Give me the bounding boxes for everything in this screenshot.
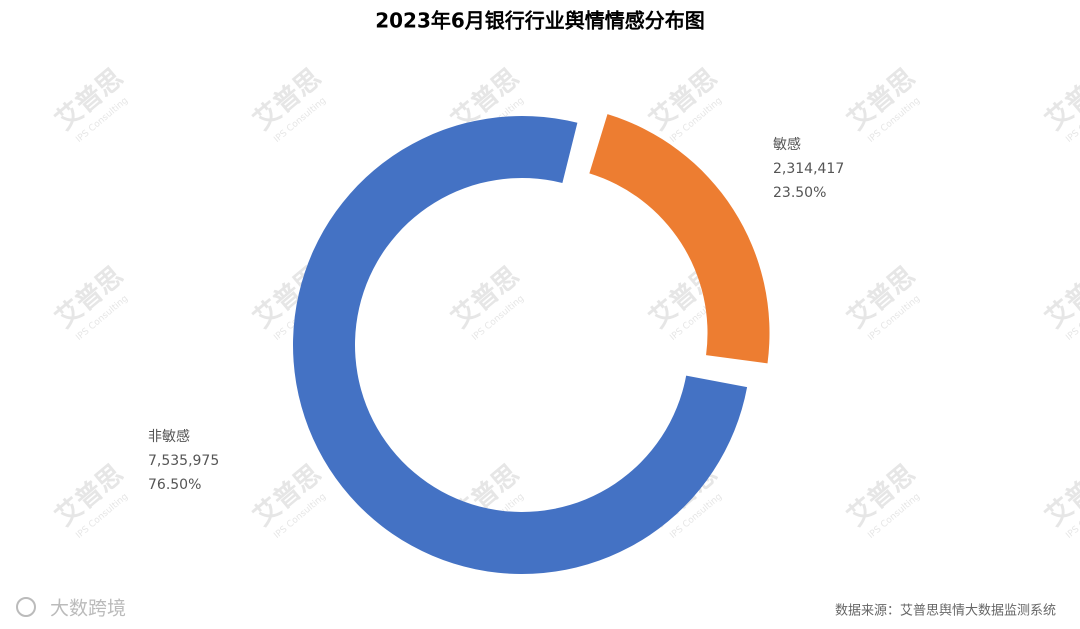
corner-mark: 大数跨境 [50, 598, 126, 620]
source-note: 数据来源：艾普思舆情大数据监测系统 [835, 604, 1056, 619]
value-label: 2,314,417 [773, 161, 844, 177]
donut-slice [589, 114, 770, 364]
slice-label: 非敏感 [148, 428, 190, 445]
corner-logo [16, 597, 36, 617]
percent-label: 23.50% [773, 185, 826, 201]
slice-label: 敏感 [773, 136, 801, 153]
plot: 敏感 2,314,417 23.50% 非敏感 7,535,975 76.50% [148, 114, 844, 575]
chart-title: 2023年6月银行行业舆情情感分布图 [375, 9, 705, 33]
value-label: 7,535,975 [148, 453, 219, 469]
percent-label: 76.50% [148, 477, 201, 493]
